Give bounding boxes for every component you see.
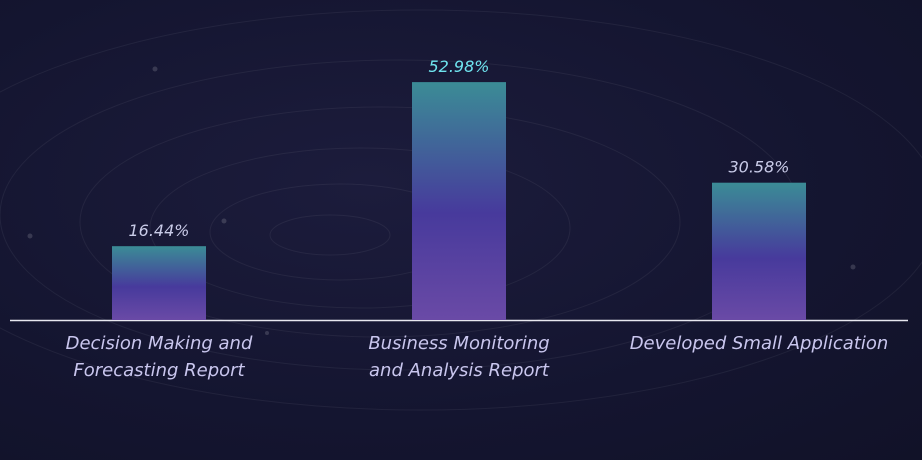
value-label: 30.58% <box>728 158 789 177</box>
category-label: Developed Small Application <box>629 333 889 354</box>
value-label: 16.44% <box>128 221 189 240</box>
category-label: Decision Making and Forecasting Report <box>65 333 253 381</box>
value-label: 52.98% <box>428 57 489 76</box>
category-label: Business Monitoring and Analysis Report <box>368 333 550 381</box>
bar <box>412 82 506 320</box>
bar <box>712 182 806 320</box>
background-dots <box>27 66 856 335</box>
bar <box>112 246 206 320</box>
